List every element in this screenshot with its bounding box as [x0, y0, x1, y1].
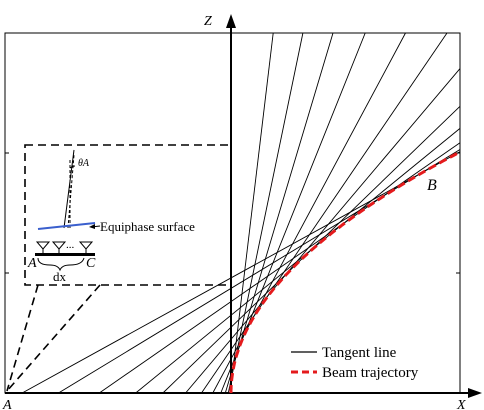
legend: Tangent line Beam trajectory [291, 345, 419, 381]
point-b-label: B [427, 177, 437, 194]
tangent-line [201, 32, 448, 394]
equiphase-surface-label: Equiphase surface [100, 219, 195, 234]
inset-leader-line [6, 284, 101, 392]
angle-label: θA [78, 158, 90, 169]
inset-panel: θA Equiphase surface ... A C dx [6, 144, 232, 392]
array-ellipsis: ... [66, 239, 75, 251]
equiphase-pointer-arrow [89, 224, 95, 229]
legend-tangent-label: Tangent line [322, 345, 397, 361]
equiphase-surface-line [37, 222, 96, 230]
inset-label-c: C [86, 256, 96, 271]
spacing-brace [37, 257, 85, 272]
plot-frame [4, 32, 461, 394]
ray-line [63, 149, 75, 229]
ground-plane [35, 253, 95, 256]
inset-label-a: A [27, 256, 37, 271]
tangent-line [21, 151, 461, 394]
tangent-line [99, 142, 461, 394]
spacing-label: dx [53, 269, 67, 284]
inset-frame [24, 144, 232, 286]
ray-line [67, 154, 75, 229]
tangent-line [227, 32, 304, 394]
x-axis [5, 388, 482, 398]
legend-trajectory-label: Beam trajectory [322, 365, 419, 381]
antenna-array [35, 241, 94, 253]
z-axis-label: Z [204, 14, 212, 29]
beam-trajectory [229, 151, 459, 393]
z-axis [226, 14, 236, 393]
x-axis-label: X [456, 398, 466, 410]
angle-arc [69, 165, 76, 169]
origin-point-label: A [2, 398, 12, 410]
tangent-line [224, 32, 334, 394]
tangent-line [229, 32, 274, 394]
inset-leader-line [6, 284, 39, 392]
